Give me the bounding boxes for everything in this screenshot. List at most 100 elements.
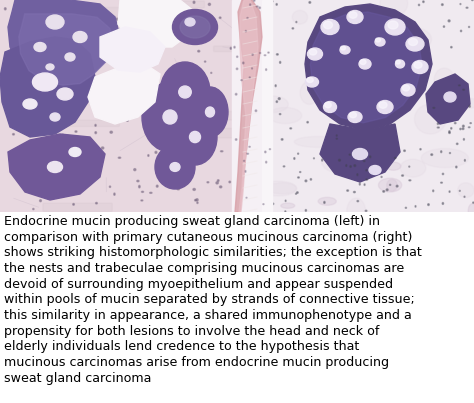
Ellipse shape <box>91 143 92 146</box>
Ellipse shape <box>19 71 21 74</box>
Ellipse shape <box>142 82 198 152</box>
Ellipse shape <box>442 203 444 204</box>
Ellipse shape <box>116 101 118 102</box>
Ellipse shape <box>55 185 57 187</box>
Ellipse shape <box>33 189 35 191</box>
Ellipse shape <box>428 204 429 206</box>
Ellipse shape <box>71 46 73 48</box>
Ellipse shape <box>442 173 444 174</box>
Ellipse shape <box>353 148 367 160</box>
Ellipse shape <box>283 166 285 167</box>
Ellipse shape <box>178 63 180 64</box>
Ellipse shape <box>468 127 470 128</box>
Ellipse shape <box>53 149 55 151</box>
Ellipse shape <box>401 84 415 96</box>
Ellipse shape <box>412 60 428 73</box>
Ellipse shape <box>357 174 358 176</box>
FancyBboxPatch shape <box>81 7 141 17</box>
Ellipse shape <box>390 184 391 185</box>
Ellipse shape <box>11 15 13 17</box>
Ellipse shape <box>321 149 353 172</box>
Ellipse shape <box>346 165 347 166</box>
Ellipse shape <box>292 28 293 29</box>
Ellipse shape <box>214 88 215 90</box>
Ellipse shape <box>191 30 193 31</box>
Ellipse shape <box>95 125 96 126</box>
Ellipse shape <box>347 190 348 191</box>
Ellipse shape <box>255 110 257 112</box>
Ellipse shape <box>247 153 248 154</box>
Ellipse shape <box>278 98 280 100</box>
Ellipse shape <box>441 151 442 153</box>
Ellipse shape <box>235 93 237 95</box>
Polygon shape <box>88 64 160 124</box>
Ellipse shape <box>57 90 59 91</box>
Ellipse shape <box>338 159 340 161</box>
Ellipse shape <box>109 186 110 187</box>
Ellipse shape <box>220 151 223 152</box>
FancyBboxPatch shape <box>42 108 66 114</box>
Bar <box>0 0 232 212</box>
Ellipse shape <box>27 87 29 88</box>
Ellipse shape <box>404 150 405 152</box>
Ellipse shape <box>46 147 48 148</box>
Ellipse shape <box>375 38 381 42</box>
Ellipse shape <box>185 112 188 113</box>
Ellipse shape <box>264 55 266 56</box>
Ellipse shape <box>148 155 149 156</box>
Ellipse shape <box>73 48 74 49</box>
Ellipse shape <box>365 210 367 212</box>
Ellipse shape <box>185 18 195 26</box>
Ellipse shape <box>190 131 201 143</box>
Ellipse shape <box>276 4 277 5</box>
Ellipse shape <box>297 192 298 193</box>
Ellipse shape <box>116 18 118 20</box>
Ellipse shape <box>473 202 474 203</box>
Ellipse shape <box>120 49 122 51</box>
Ellipse shape <box>132 111 133 112</box>
Ellipse shape <box>415 206 416 207</box>
FancyBboxPatch shape <box>41 179 91 185</box>
Ellipse shape <box>294 136 342 147</box>
Ellipse shape <box>450 98 474 109</box>
Ellipse shape <box>250 4 251 6</box>
Ellipse shape <box>276 101 277 102</box>
Ellipse shape <box>96 202 97 204</box>
FancyBboxPatch shape <box>163 1 204 8</box>
FancyBboxPatch shape <box>146 104 202 113</box>
Ellipse shape <box>39 199 41 202</box>
Ellipse shape <box>180 16 210 38</box>
Ellipse shape <box>134 168 136 171</box>
Ellipse shape <box>306 77 319 87</box>
Ellipse shape <box>434 68 455 93</box>
Ellipse shape <box>379 102 387 108</box>
Ellipse shape <box>246 197 247 198</box>
Polygon shape <box>310 12 422 123</box>
Ellipse shape <box>354 165 356 166</box>
Ellipse shape <box>433 107 435 108</box>
Bar <box>262 0 272 212</box>
Ellipse shape <box>9 118 12 121</box>
Ellipse shape <box>323 21 332 29</box>
Ellipse shape <box>310 179 311 180</box>
Ellipse shape <box>86 100 87 102</box>
Polygon shape <box>239 0 258 212</box>
Ellipse shape <box>58 86 59 88</box>
Ellipse shape <box>95 132 97 134</box>
Ellipse shape <box>388 21 398 29</box>
Ellipse shape <box>449 131 450 133</box>
Ellipse shape <box>269 107 302 124</box>
Ellipse shape <box>230 47 232 49</box>
Ellipse shape <box>46 64 54 70</box>
Ellipse shape <box>46 15 64 29</box>
Ellipse shape <box>207 182 209 183</box>
Ellipse shape <box>369 166 381 174</box>
Ellipse shape <box>321 19 339 35</box>
Ellipse shape <box>173 109 217 165</box>
Ellipse shape <box>123 77 124 79</box>
Ellipse shape <box>394 157 396 158</box>
Ellipse shape <box>75 131 77 132</box>
Ellipse shape <box>150 192 152 193</box>
Ellipse shape <box>268 52 269 53</box>
Ellipse shape <box>229 181 230 183</box>
